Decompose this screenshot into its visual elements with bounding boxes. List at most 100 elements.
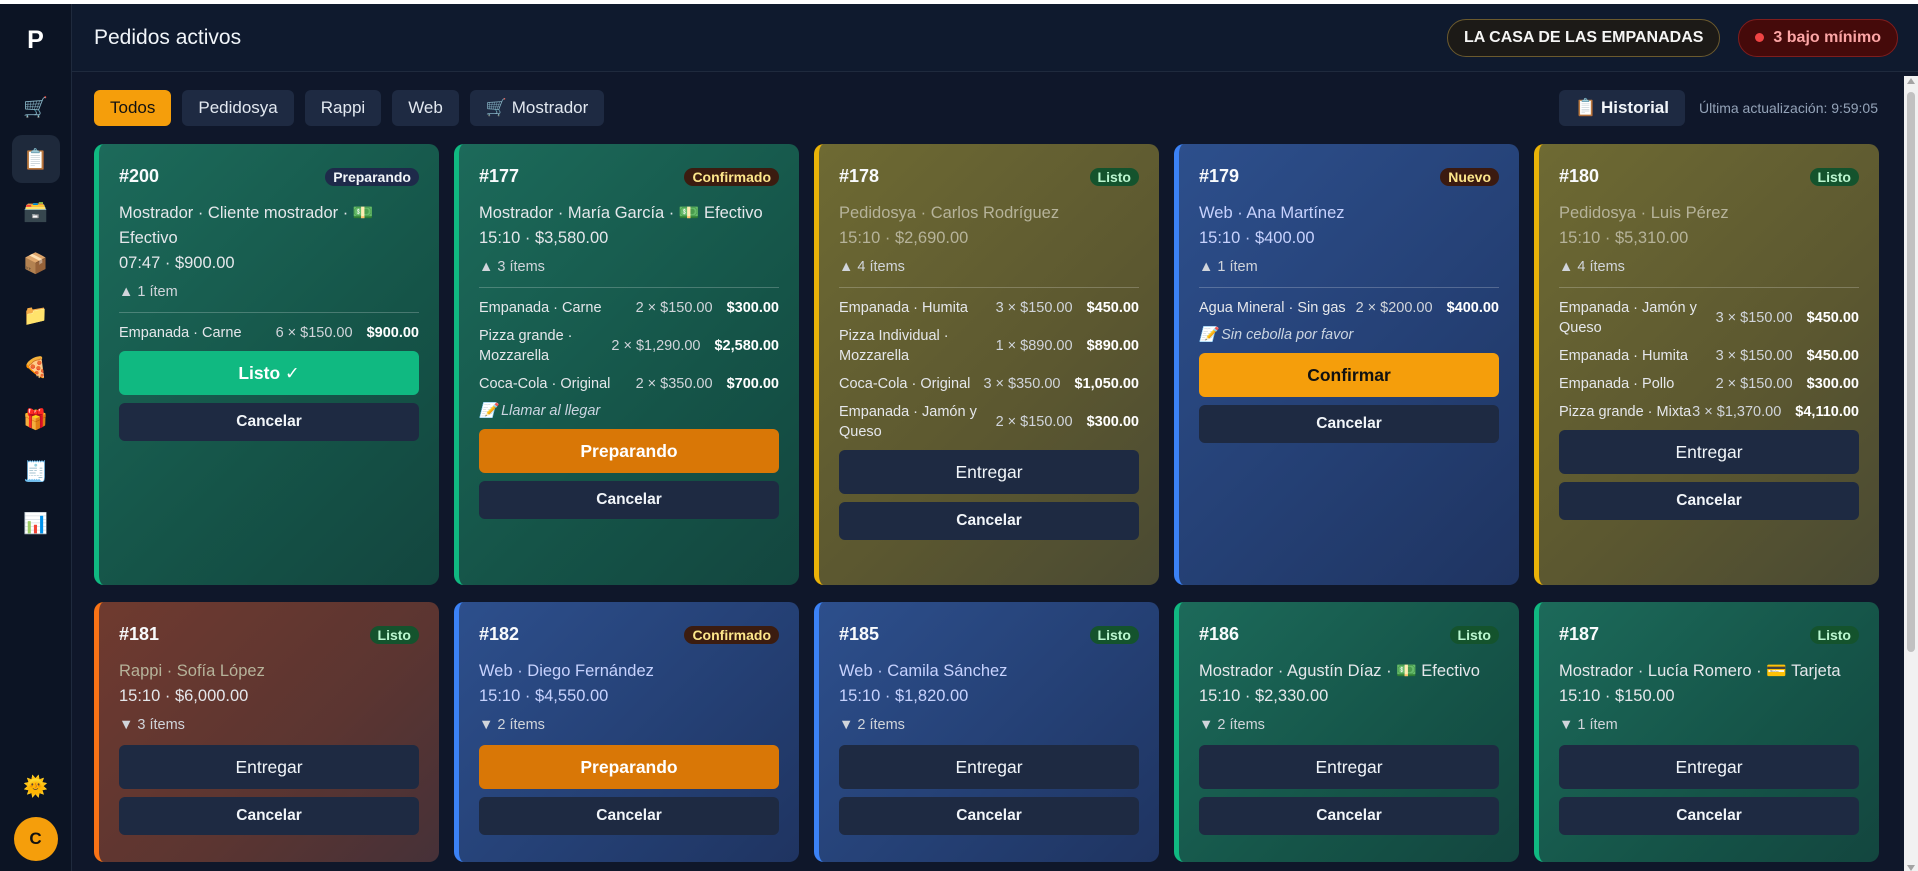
item-total: $450.00 <box>1806 348 1859 364</box>
items-toggle[interactable]: ▲ 3 ítems <box>479 259 545 275</box>
order-time-total: 15:10 · $4,550.00 <box>479 687 609 705</box>
scroll-thumb[interactable] <box>1907 92 1915 652</box>
status-badge: Listo <box>1089 167 1139 186</box>
filter-web[interactable]: Web <box>392 90 459 126</box>
items-toggle[interactable]: ▼ 2 ítems <box>1199 717 1265 733</box>
item-total: $450.00 <box>1806 310 1859 326</box>
nav-clipboard-icon[interactable]: 📋 <box>11 135 60 183</box>
order-number: #178 <box>839 166 880 186</box>
item-name: Coca-Cola · Original <box>839 376 971 392</box>
item-name: Empanada · Humita <box>839 300 968 316</box>
item-name: Empanada · Humita <box>1559 348 1688 364</box>
store-badge[interactable]: LA CASA DE LAS EMPANADAS <box>1447 18 1721 57</box>
entregar-button[interactable]: Entregar <box>839 745 1139 789</box>
item-qty: 2 × $200.00 <box>1355 300 1433 316</box>
cancel-button[interactable]: Cancelar <box>1559 797 1859 835</box>
list-item: Pizza grande · Mixta 3 × $1,370.00 $4,11… <box>1559 402 1859 422</box>
history-button[interactable]: 📋 Historial <box>1559 90 1685 126</box>
items-toggle[interactable]: ▼ 1 ítem <box>1559 717 1618 733</box>
items-toggle[interactable]: ▼ 2 ítems <box>839 717 905 733</box>
status-badge: Listo <box>1089 625 1139 644</box>
confirmar-button[interactable]: Confirmar <box>1199 353 1499 397</box>
entregar-button[interactable]: Entregar <box>1559 430 1859 474</box>
item-name: Empanada · Carne <box>119 325 242 341</box>
orders-grid: #200 Preparando Mostrador · Cliente most… <box>72 144 1918 862</box>
order-time-total: 15:10 · $150.00 <box>1559 687 1675 705</box>
order-number: #182 <box>479 624 520 644</box>
item-total: $700.00 <box>726 376 779 392</box>
cancel-button[interactable]: Cancelar <box>839 797 1139 835</box>
preparando-button[interactable]: Preparando <box>479 429 779 473</box>
order-number: #187 <box>1559 624 1600 644</box>
items-list: Empanada · Carne 6 × $150.00 $900.00 <box>119 312 419 343</box>
preparando-button[interactable]: Preparando <box>479 745 779 789</box>
item-name: Coca-Cola · Original <box>479 376 611 392</box>
order-time-total: 15:10 · $2,330.00 <box>1199 687 1329 705</box>
nav-box-icon[interactable]: 📦 <box>23 252 48 275</box>
item-name: Empanada · Pollo <box>1559 376 1675 392</box>
nav-gift-icon[interactable]: 🎁 <box>23 408 48 431</box>
item-qty: 3 × $1,370.00 <box>1692 404 1782 420</box>
item-qty: 3 × $150.00 <box>1715 348 1793 364</box>
items-toggle[interactable]: ▼ 2 ítems <box>479 717 545 733</box>
status-badge: Nuevo <box>1440 167 1499 186</box>
nav-cash-register-icon[interactable]: 🗃️ <box>23 200 48 223</box>
sidebar: P 🛒 📋 🗃️ 📦 📁 🍕 🎁 🧾 📊 🌞 C <box>0 4 72 871</box>
items-list: Empanada · Jamón y Queso 3 × $150.00 $45… <box>1559 287 1859 422</box>
list-item: Empanada · Humita 3 × $150.00 $450.00 <box>839 298 1139 318</box>
item-qty: 1 × $890.00 <box>995 338 1073 354</box>
order-source: Web · Camila Sánchez <box>839 662 1008 680</box>
cancel-button[interactable]: Cancelar <box>1559 482 1859 520</box>
scroll-up-icon[interactable] <box>1907 78 1915 84</box>
filter-toolbar: Todos Pedidosya Rappi Web 🛒 Mostrador 📋 … <box>72 72 1918 144</box>
order-number: #181 <box>119 624 160 644</box>
cancel-button[interactable]: Cancelar <box>1199 405 1499 443</box>
stock-alert-badge[interactable]: 3 bajo mínimo <box>1738 18 1898 57</box>
list-item: Empanada · Pollo 2 × $150.00 $300.00 <box>1559 374 1859 394</box>
order-time-total: 07:47 · $900.00 <box>119 254 235 272</box>
cancel-button[interactable]: Cancelar <box>839 502 1139 540</box>
entregar-button[interactable]: Entregar <box>839 450 1139 494</box>
list-item: Agua Mineral · Sin gas 2 × $200.00 $400.… <box>1199 298 1499 318</box>
nav-cart-icon[interactable]: 🛒 <box>23 96 48 119</box>
order-time-total: 15:10 · $1,820.00 <box>839 687 969 705</box>
cancel-button[interactable]: Cancelar <box>119 797 419 835</box>
item-name: Pizza grande · Mozzarella <box>479 328 573 364</box>
items-toggle[interactable]: ▼ 3 ítems <box>119 717 185 733</box>
user-avatar[interactable]: C <box>13 817 58 861</box>
items-toggle[interactable]: ▲ 1 ítem <box>1199 259 1258 275</box>
nav-chart-icon[interactable]: 📊 <box>23 512 48 535</box>
order-time-total: 15:10 · $6,000.00 <box>119 687 249 705</box>
listo-button[interactable]: Listo ✓ <box>119 351 419 395</box>
entregar-button[interactable]: Entregar <box>1559 745 1859 789</box>
cancel-button[interactable]: Cancelar <box>479 481 779 519</box>
filter-todos[interactable]: Todos <box>94 90 172 126</box>
nav-pizza-icon[interactable]: 🍕 <box>23 356 48 379</box>
theme-toggle-icon[interactable]: 🌞 <box>23 776 48 798</box>
entregar-button[interactable]: Entregar <box>1199 745 1499 789</box>
items-toggle[interactable]: ▲ 4 ítems <box>839 259 905 275</box>
item-qty: 3 × $150.00 <box>1715 310 1793 326</box>
order-card: #187 Listo Mostrador · Lucía Romero · 💳 … <box>1534 602 1879 862</box>
item-qty: 2 × $150.00 <box>995 414 1073 430</box>
cancel-button[interactable]: Cancelar <box>479 797 779 835</box>
order-source: Mostrador · Cliente mostrador · 💵 Efecti… <box>119 204 374 247</box>
scroll-down-icon[interactable] <box>1907 865 1915 871</box>
item-qty: 2 × $150.00 <box>635 300 713 316</box>
nav-clipboard-list-icon[interactable]: 🧾 <box>23 460 48 483</box>
order-time-total: 15:10 · $400.00 <box>1199 229 1315 247</box>
cancel-button[interactable]: Cancelar <box>1199 797 1499 835</box>
item-qty: 6 × $150.00 <box>275 325 353 341</box>
entregar-button[interactable]: Entregar <box>119 745 419 789</box>
filter-pedidosya[interactable]: Pedidosya <box>182 90 294 126</box>
order-card: #182 Confirmado Web · Diego Fernández 15… <box>454 602 799 862</box>
list-item: Coca-Cola · Original 2 × $350.00 $700.00 <box>479 374 779 394</box>
filter-mostrador[interactable]: 🛒 Mostrador <box>469 90 605 126</box>
cancel-button[interactable]: Cancelar <box>119 403 419 441</box>
items-toggle[interactable]: ▲ 4 ítems <box>1559 259 1625 275</box>
items-toggle[interactable]: ▲ 1 ítem <box>119 284 178 300</box>
order-card: #186 Listo Mostrador · Agustín Díaz · 💵 … <box>1174 602 1519 862</box>
filter-rappi[interactable]: Rappi <box>304 90 382 126</box>
scrollbar[interactable] <box>1904 76 1918 871</box>
nav-folder-icon[interactable]: 📁 <box>23 304 48 327</box>
